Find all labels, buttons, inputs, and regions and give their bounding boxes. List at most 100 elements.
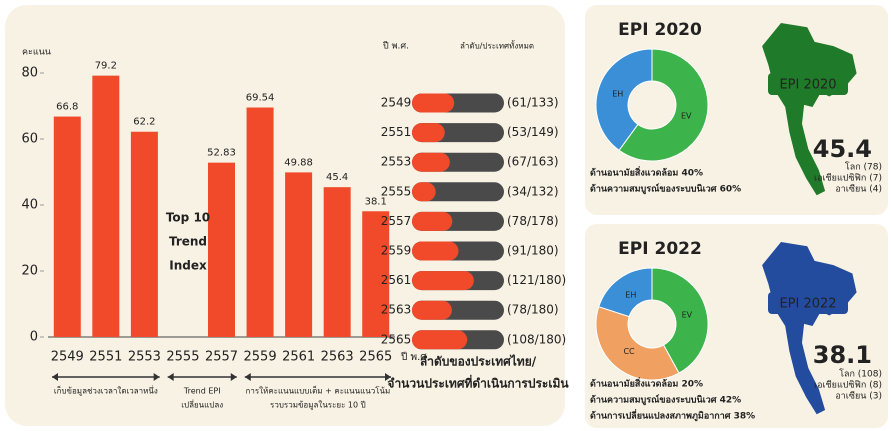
x-tick-label: 2553: [128, 350, 161, 365]
y-tick-label: 0: [30, 330, 38, 345]
donut-segment: [595, 306, 680, 381]
donut-segment: [618, 48, 709, 162]
panel-title: EPI 2020: [618, 20, 702, 40]
rank-line: อาเซียน (3): [835, 391, 882, 402]
rank-line: โลก (78): [845, 162, 882, 173]
score: 38.1: [813, 341, 872, 369]
rank-line: เอเชียแปซิฟิก (7): [814, 173, 882, 184]
value-label: 49.88: [284, 157, 313, 168]
x-tick-label: 2555: [166, 350, 199, 365]
rank-label: (53/149): [507, 125, 559, 139]
legend-line: ด้านการเปลี่ยนแปลงสภาพภูมิอากาศ 38%: [590, 409, 755, 422]
y-axis-label: คะแนน: [22, 48, 51, 58]
rank-label: (121/180): [507, 273, 566, 287]
rank-line: อาเซียน (4): [835, 184, 882, 195]
rank-label: (108/180): [507, 332, 566, 346]
bar: [92, 75, 120, 337]
map-label: EPI 2022: [779, 297, 836, 312]
donut-segment: [595, 48, 653, 152]
rank-year: 2549: [381, 96, 412, 110]
segment-label: EH: [625, 290, 636, 299]
value-label: 62.2: [133, 117, 155, 128]
rank-fill: [412, 330, 468, 350]
rank-year: 2553: [381, 155, 412, 169]
rank-label: (61/133): [507, 96, 559, 110]
rank-total: [412, 182, 504, 202]
x-tick-label: 2561: [282, 350, 315, 365]
rank-year: 2559: [381, 244, 412, 258]
rank-fill: [412, 300, 452, 320]
y-tick-label: 60: [21, 132, 38, 147]
map-label-box: [768, 292, 848, 314]
period-label: Trend EPI: [183, 387, 221, 396]
rank-label: (78/180): [507, 303, 559, 317]
rank-line: เอเชียแปซิฟิก (8): [814, 380, 882, 391]
rank-year: 2563: [381, 303, 412, 317]
x-axis-label: ปี พ.ศ.: [400, 351, 429, 363]
map-label-box: [768, 73, 848, 95]
y-tick-label: 80: [21, 66, 38, 81]
bar: [362, 211, 390, 337]
y-tick-label: 40: [21, 198, 38, 213]
rank-year: 2555: [381, 184, 412, 198]
annotation: Index: [169, 259, 207, 273]
value-label: 66.8: [56, 102, 78, 113]
panel-title: EPI 2022: [618, 239, 702, 259]
rank-year: 2561: [381, 273, 412, 287]
rank-year: 2557: [381, 214, 412, 228]
legend-line: ด้านอนามัยสิ่งแวดล้อม 20%: [590, 377, 703, 390]
period-label: เก็บข้อมูลช่วงเวลาใดเวลาหนึ่ง: [54, 385, 158, 397]
rank-line: โลก (108): [839, 369, 882, 380]
rank-header-year: ปี พ.ศ.: [383, 41, 409, 52]
annotation: Trend: [169, 235, 207, 249]
value-label: 52.83: [207, 148, 236, 159]
rank-label: (91/180): [507, 244, 559, 258]
rank-fill: [412, 93, 455, 113]
map-label: EPI 2020: [779, 78, 836, 93]
bar: [53, 116, 81, 337]
donut-segment: [651, 267, 709, 374]
rank-title: จำนวนประเทศที่ดำเนินการประเมิน: [387, 375, 569, 391]
period-label: เปลี่ยนแปลง: [181, 399, 223, 410]
donut-segment: [598, 267, 653, 318]
bar: [323, 187, 351, 337]
annotation: Top 10: [166, 211, 210, 225]
rank-fill: [412, 271, 474, 291]
segment-label: EH: [612, 89, 623, 98]
x-tick-label: 2559: [244, 350, 277, 365]
rank-fill: [412, 152, 450, 172]
x-tick-label: 2557: [205, 350, 238, 365]
segment-label: EV: [682, 311, 693, 320]
bar: [246, 107, 274, 337]
value-label: 45.4: [326, 172, 348, 183]
rank-label: (34/132): [507, 184, 559, 198]
x-tick-label: 2549: [51, 350, 84, 365]
bar: [285, 172, 313, 337]
period-label: การให้คะแนนแบบเต็ม + คะแนนแนวโน้ม: [246, 386, 391, 396]
legend-line: ด้านความสมบูรณ์ของระบบนิเวศ 42%: [590, 394, 741, 406]
x-tick-label: 2551: [89, 350, 122, 365]
value-label: 69.54: [246, 93, 275, 104]
rank-label: (67/163): [507, 155, 559, 169]
rank-label: (78/178): [507, 214, 559, 228]
rank-fill: [412, 123, 445, 143]
legend-line: ด้านอนามัยสิ่งแวดล้อม 40%: [590, 166, 703, 179]
x-tick-label: 2563: [321, 350, 354, 365]
rank-header-rank: ลำดับ/ประเทศทั้งหมด: [460, 40, 534, 51]
rank-fill: [412, 211, 453, 231]
y-tick-label: 20: [21, 264, 38, 279]
segment-label: EV: [681, 112, 692, 121]
period-label: รวบรวมข้อมูลในระยะ 10 ปี: [270, 401, 366, 411]
rank-year: 2551: [381, 125, 412, 139]
rank-fill: [412, 182, 436, 202]
value-label: 79.2: [95, 61, 117, 72]
bar: [130, 131, 158, 337]
value-label: 38.1: [365, 196, 387, 207]
rank-title: ลำดับของประเทศไทย/: [420, 354, 537, 369]
x-tick-label: 2565: [359, 350, 392, 365]
segment-label: CC: [623, 347, 635, 356]
rank-fill: [412, 241, 459, 261]
score: 45.4: [813, 135, 872, 163]
